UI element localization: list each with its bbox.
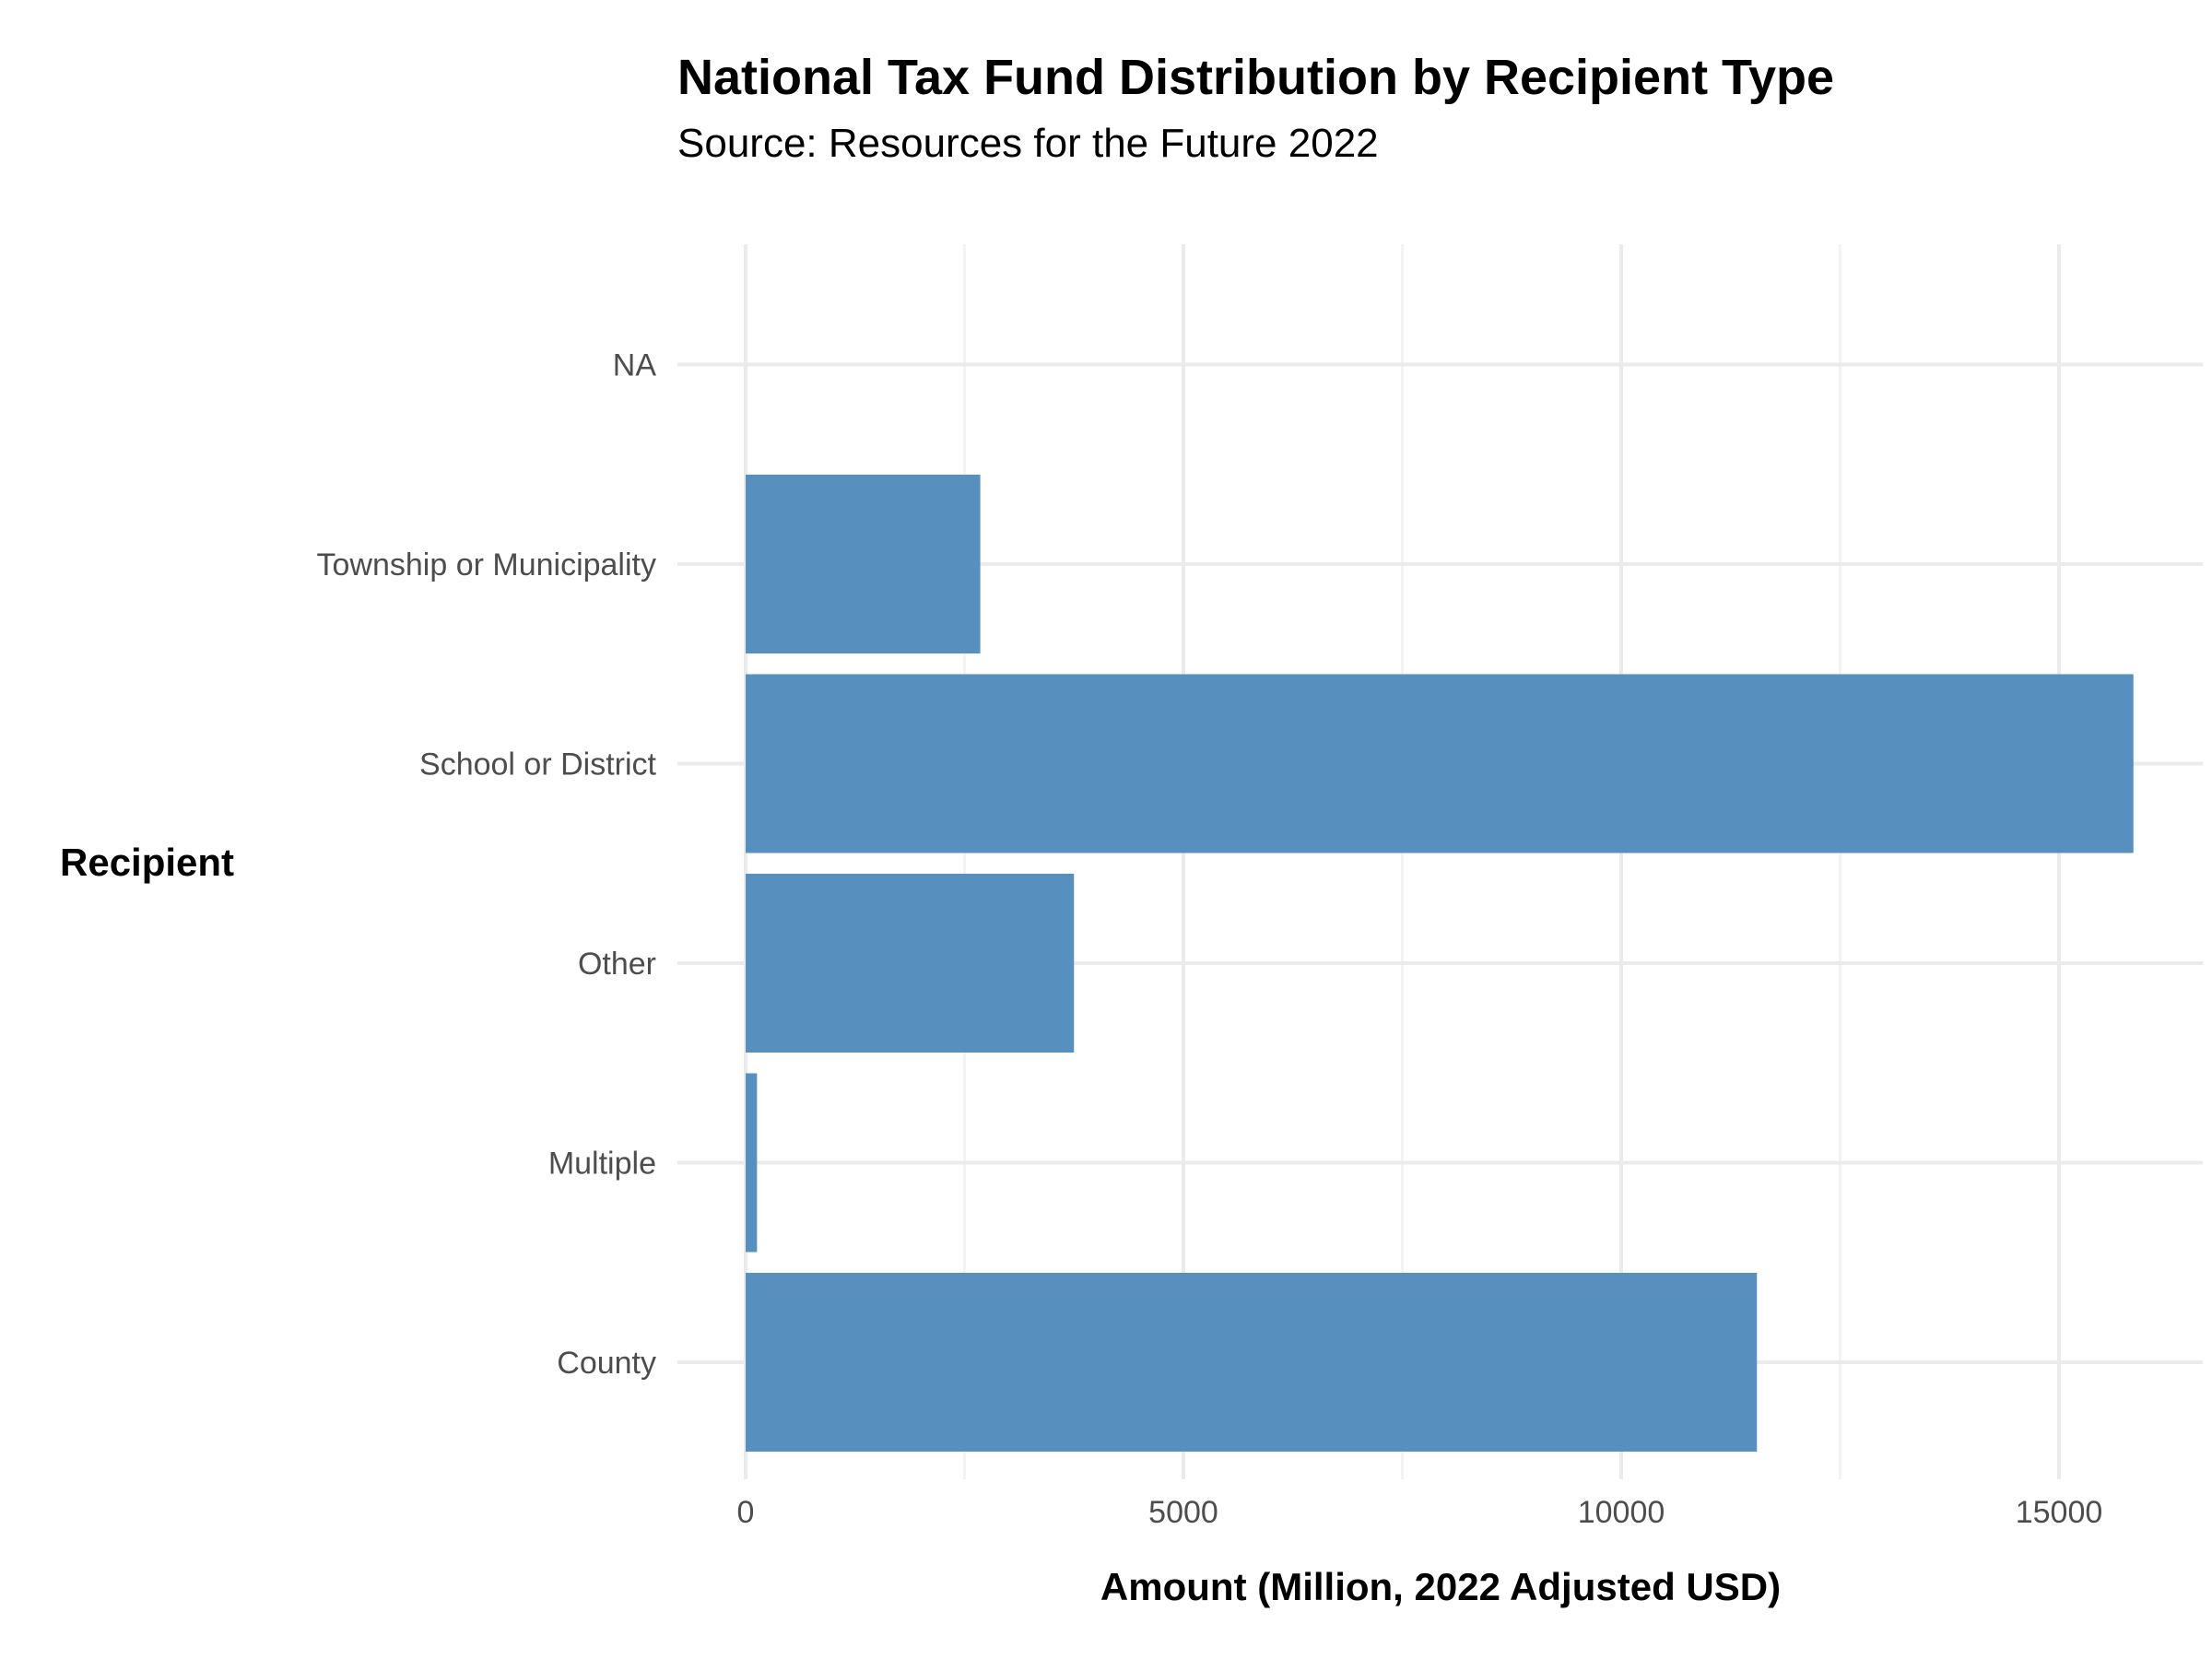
bar xyxy=(746,1073,758,1253)
x-tick-label: 0 xyxy=(737,1495,755,1530)
y-tick-label: County xyxy=(557,1346,656,1381)
y-axis-tick-labels: County Multiple Other School or District Tow… xyxy=(317,348,657,1382)
x-axis-tick-labels: 0 5000 10000 15000 xyxy=(737,1495,2103,1530)
bar xyxy=(746,874,1075,1053)
y-tick-label: NA xyxy=(613,348,657,383)
bar xyxy=(746,1273,1758,1452)
y-tick-label: School or District xyxy=(419,747,657,782)
y-tick-label: Township or Municipality xyxy=(317,547,657,582)
y-axis-title: Recipient xyxy=(60,841,234,884)
x-axis-title: Amount (Million, 2022 Adjusted USD) xyxy=(1100,1565,1781,1608)
y-tick-label: Multiple xyxy=(548,1147,656,1182)
x-tick-label: 15000 xyxy=(2016,1495,2103,1530)
chart-title: National Tax Fund Distribution by Recipi… xyxy=(677,50,1834,105)
y-tick-label: Other xyxy=(578,947,656,982)
x-tick-label: 10000 xyxy=(1578,1495,1665,1530)
chart-subtitle: Source: Resources for the Future 2022 xyxy=(677,121,1379,166)
bar xyxy=(746,674,2134,853)
bar xyxy=(746,475,981,653)
x-tick-label: 5000 xyxy=(1148,1495,1218,1530)
bars xyxy=(746,475,2134,1452)
